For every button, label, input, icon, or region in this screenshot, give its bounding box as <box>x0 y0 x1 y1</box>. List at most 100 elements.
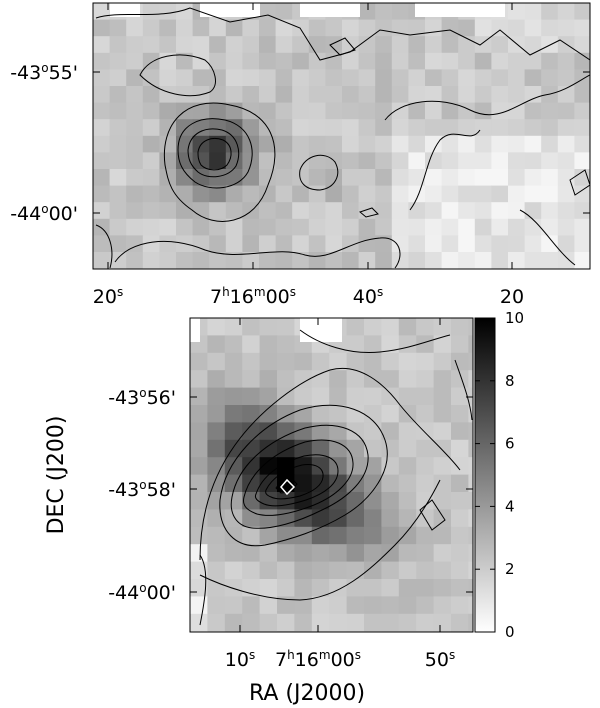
top-pixel-124 <box>159 69 177 87</box>
top-pixel-386 <box>524 202 542 220</box>
bottom-pixel-59 <box>329 370 348 389</box>
top-pixel-18 <box>391 3 409 21</box>
top-pixel-221 <box>275 119 293 137</box>
top-pixel-379 <box>408 202 426 220</box>
top-pixel-205 <box>508 102 526 120</box>
bottom-pixel-13 <box>416 318 435 336</box>
top-pixel-200 <box>425 102 443 120</box>
top-pixel-38 <box>225 19 243 37</box>
top-pixel-167 <box>375 86 393 104</box>
bottom-pixel-227 <box>294 544 313 563</box>
top-pixel-463 <box>308 252 326 269</box>
top-pixel-306 <box>192 169 210 187</box>
bottom-pixel-62 <box>381 370 400 389</box>
top-pixel-372 <box>292 202 310 220</box>
bottom-pixel-277 <box>277 596 295 615</box>
bottom-pixel-90 <box>277 405 295 423</box>
bottom-pixel-278 <box>294 596 313 615</box>
top-pixel-44 <box>325 19 343 37</box>
top-pixel-346 <box>358 185 376 203</box>
top-pixel-245 <box>176 135 194 153</box>
top-pixel-250 <box>259 135 277 153</box>
top-pixel-317 <box>375 169 393 187</box>
bottom-pixel-73 <box>277 387 295 406</box>
top-pixel-431 <box>275 235 293 253</box>
bottom-pixel-241 <box>242 561 261 580</box>
top-pixel-216 <box>192 119 210 137</box>
bottom-pixel-292 <box>242 613 261 632</box>
top-pixel-41 <box>275 19 293 37</box>
bottom-pixel-136 <box>190 457 208 476</box>
top-pixel-348 <box>391 185 409 203</box>
bottom-pixel-41 <box>311 352 330 371</box>
top-pixel-280 <box>259 152 277 170</box>
bottom-pixel-209 <box>277 526 295 545</box>
top-pixel-179 <box>574 86 590 104</box>
top-pixel-330 <box>93 185 111 203</box>
bottom-pixel-47 <box>416 352 435 371</box>
top-pixel-78 <box>391 36 409 54</box>
top-pixel-357 <box>541 185 559 203</box>
colorbar-tick-marks <box>475 317 495 633</box>
top-pixel-192 <box>292 102 310 120</box>
top-pixel-487 <box>209 268 227 269</box>
bottom-pixel-196 <box>346 509 365 528</box>
bottom-pixel-38 <box>259 352 278 371</box>
bottom-pixel-101 <box>468 405 473 423</box>
top-pixel-281 <box>275 152 293 170</box>
top-pixel-83 <box>474 36 492 54</box>
top-pixel-494 <box>325 268 343 269</box>
bottom-pixel-72 <box>259 387 278 406</box>
top-pixel-108 <box>391 52 409 70</box>
top-pixel-56 <box>524 19 542 37</box>
top-pixel-384 <box>491 202 509 220</box>
bottom-pixel-28 <box>381 335 400 354</box>
top-pixel-137 <box>375 69 393 87</box>
bottom-pixel-31 <box>433 335 452 354</box>
top-pixel-31 <box>109 19 127 37</box>
top-pixel-162 <box>292 86 310 104</box>
top-pixel-331 <box>109 185 127 203</box>
top-pixel-349 <box>408 185 426 203</box>
bottom-pixel-1 <box>207 318 226 336</box>
bottom-pixel-197 <box>364 509 382 528</box>
bottom-pixel-55 <box>259 370 278 389</box>
colorbar-tick-label-5: 10 <box>505 309 524 327</box>
top-pixel-406 <box>358 218 376 236</box>
top-pixel-477 <box>541 252 559 269</box>
top-frame <box>92 2 591 270</box>
bottom-pixel-232 <box>381 544 400 563</box>
top-pixel-195 <box>342 102 360 120</box>
bottom-pixel-83 <box>451 387 469 406</box>
top-pixel-418 <box>557 218 575 236</box>
top-pixel-199 <box>408 102 426 120</box>
bottom-pixel-259 <box>259 579 278 597</box>
bottom-pixel-184 <box>433 492 452 510</box>
bottom-pixel-269 <box>433 579 452 597</box>
top-pixel-377 <box>375 202 393 220</box>
bottom-pixel-236 <box>451 544 469 563</box>
top-pixel-345 <box>342 185 360 203</box>
bottom-pixel-281 <box>346 596 365 615</box>
bottom-pixel-61 <box>364 370 382 389</box>
top-pixel-98 <box>225 52 243 70</box>
bottom-pixel-89 <box>259 405 278 423</box>
bottom-pixel-186 <box>468 492 473 510</box>
bottom-pixel-279 <box>311 596 330 615</box>
top-pixel-117 <box>541 52 559 70</box>
top-pixel-43 <box>308 19 326 37</box>
bottom-pixel-215 <box>381 526 400 545</box>
top-pixel-63 <box>142 36 160 54</box>
top-pixel-57 <box>541 19 559 37</box>
bottom-pixel-187 <box>190 509 208 528</box>
bottom-contour-7 <box>275 477 298 494</box>
bottom-pixel-224 <box>242 544 261 563</box>
top-pixel-163 <box>308 86 326 104</box>
top-pixel-433 <box>308 235 326 253</box>
top-pixel-122 <box>126 69 144 87</box>
top-pixel-388 <box>557 202 575 220</box>
top-pixel-495 <box>342 268 360 269</box>
top-pixel-468 <box>391 252 409 269</box>
top-pixel-426 <box>192 235 210 253</box>
top-pixel-499 <box>408 268 426 269</box>
